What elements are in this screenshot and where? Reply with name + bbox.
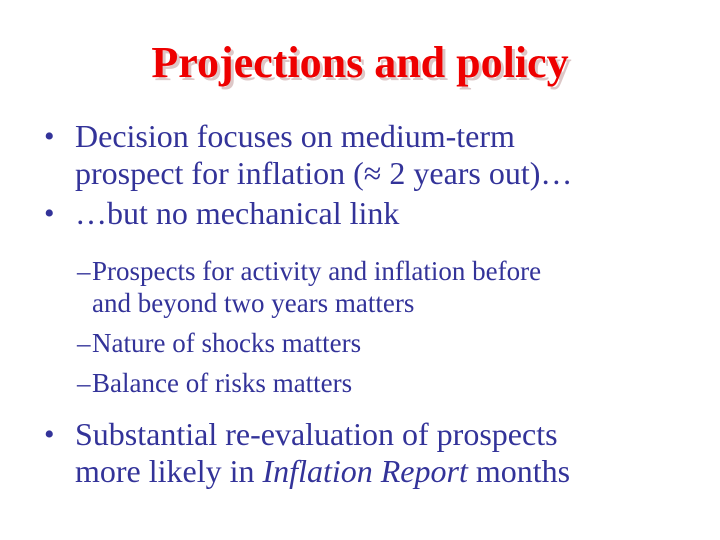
- sub-bullet-item: – Prospects for activity and inflation b…: [77, 255, 664, 319]
- bullet-item: • …but no mechanical link: [44, 195, 664, 232]
- bullet-text-line: prospect for inflation (≈ 2 years out)…: [75, 155, 573, 191]
- sub-bullet-text-line: Prospects for activity and inflation bef…: [92, 256, 542, 286]
- bullet-item: • Substantial re-evaluation of prospects…: [44, 416, 664, 490]
- slide-body: • Decision focuses on medium-term prospe…: [44, 118, 664, 490]
- bullet-dot-icon: •: [44, 418, 55, 451]
- italic-text-segment: Inflation Report: [262, 453, 468, 489]
- bullet-item: • Decision focuses on medium-term prospe…: [44, 118, 664, 192]
- bullet-text-segment: months: [467, 453, 571, 489]
- bullet-dot-icon: •: [44, 197, 55, 230]
- sub-bullet-item: – Nature of shocks matters: [77, 327, 664, 359]
- bullet-text-line: Decision focuses on medium-term: [75, 118, 515, 154]
- bullet-text-line: more likely in Inflation Report months: [75, 453, 664, 490]
- bullet-text-segment: more likely in: [75, 453, 263, 489]
- dash-marker-icon: –: [77, 256, 91, 286]
- bullet-dot-icon: •: [44, 120, 55, 153]
- sub-bullet-list: – Prospects for activity and inflation b…: [77, 255, 664, 399]
- slide-title: Projections and policy: [151, 38, 569, 87]
- bullet-text-line: Substantial re-evaluation of prospects: [75, 416, 558, 452]
- bullet-text-line: …but no mechanical link: [75, 195, 400, 231]
- dash-marker-icon: –: [77, 368, 91, 398]
- sub-bullet-item: – Balance of risks matters: [77, 367, 664, 399]
- sub-bullet-text-line: and beyond two years matters: [92, 288, 415, 318]
- sub-bullet-text-line: Balance of risks matters: [92, 368, 353, 398]
- dash-marker-icon: –: [77, 328, 91, 358]
- sub-bullet-text-line: Nature of shocks matters: [92, 328, 362, 358]
